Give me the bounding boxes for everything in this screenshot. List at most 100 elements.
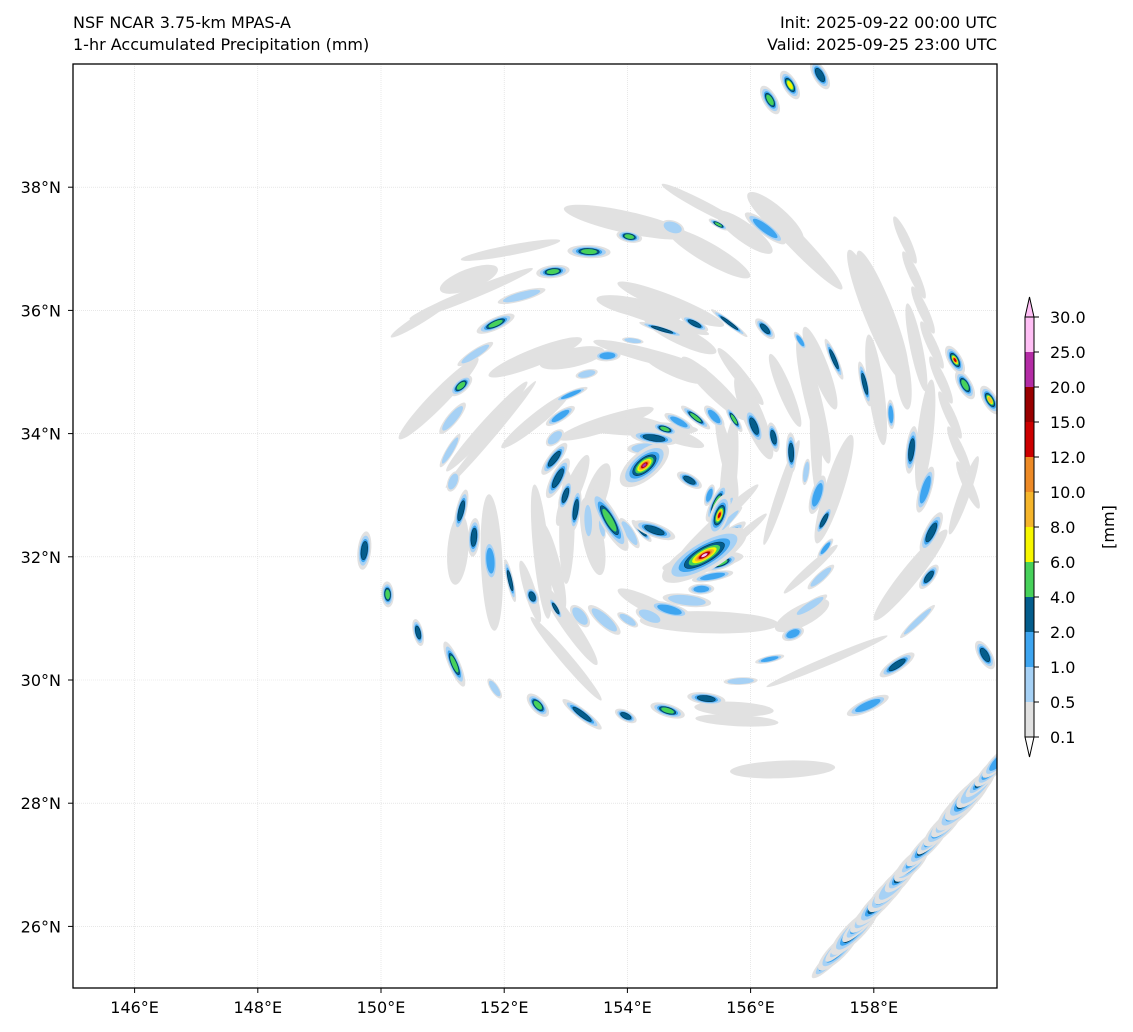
rainband-cell (815, 505, 833, 535)
rainband-light (667, 227, 751, 279)
colorbar-tick-label: 0.5 (1050, 693, 1075, 712)
rainband-cell (824, 338, 844, 380)
rainband-light (947, 426, 971, 474)
rainband-cell (858, 361, 872, 407)
lon-tick-label: 158°E (849, 998, 898, 1017)
title-field: 1-hr Accumulated Precipitation (mm) (73, 35, 370, 54)
rainband-cell (545, 429, 564, 447)
lon-tick-label: 150°E (357, 998, 406, 1017)
rainband-cell (439, 433, 461, 468)
rainband-cell (554, 386, 588, 402)
lat-tick-label: 36°N (21, 301, 61, 320)
rainband-cell (900, 604, 935, 639)
rainband-cell (979, 385, 997, 415)
colorbar-segment (1025, 527, 1034, 562)
rainband-light (948, 456, 979, 535)
colorbar-tick-label: 10.0 (1050, 483, 1086, 502)
colorbar-segment (1025, 422, 1034, 457)
colorbar-tick-label: 4.0 (1050, 588, 1075, 607)
rainband-cell (944, 345, 966, 375)
title-valid-time: Valid: 2025-09-25 23:00 UTC (766, 35, 997, 54)
rainband-cell (974, 640, 996, 670)
rainband-cell (446, 471, 460, 492)
rainband-light (865, 334, 887, 446)
eyewall-cell (662, 527, 747, 583)
rainband-cell (661, 219, 685, 235)
rainband-cell (691, 570, 734, 583)
rainband-cell (583, 500, 594, 541)
colorbar: 0.1 0.5 1.0 2.0 4.0 6.0 8.0 10.0 12.0 15.0 20.0 25.… (1024, 296, 1118, 758)
rainband-cell (708, 218, 729, 231)
rainband-light (390, 296, 455, 338)
colorbar-segment (1025, 597, 1034, 632)
rainband-cell (688, 583, 715, 595)
rainband-cell (916, 466, 935, 513)
rainband-cell (711, 309, 748, 338)
rainband-cell (639, 321, 685, 338)
rainband-cell (569, 488, 582, 532)
rainband-light (920, 321, 944, 369)
colorbar-tick-label: 30.0 (1050, 308, 1086, 327)
rainband-light (563, 204, 689, 240)
rainband-cell (785, 432, 797, 473)
rainband-cell (594, 350, 621, 362)
rainband-cell (793, 331, 807, 350)
lon-tick-label: 148°E (233, 998, 282, 1017)
lat-tick-label: 28°N (21, 794, 61, 813)
rainband-cell (525, 586, 540, 607)
rainband-light (695, 714, 779, 727)
rainband-cell (649, 601, 690, 619)
lat-tick-label: 26°N (21, 917, 61, 936)
rainband-cell (562, 699, 602, 730)
rainband-light (501, 393, 570, 449)
rainband-cell (635, 607, 664, 625)
rainband-light (593, 339, 708, 373)
rainband-light (914, 379, 936, 492)
rainband-light (783, 544, 838, 594)
rainband-cell (846, 694, 889, 717)
lat-tick-label: 34°N (21, 425, 61, 444)
rainband-cell (680, 405, 711, 430)
rainband-light (460, 239, 561, 261)
rainband-cell (919, 512, 943, 553)
precipitation-field (357, 64, 997, 979)
colorbar-segment (1025, 457, 1034, 492)
rainband-cell (476, 313, 515, 334)
rainband-cell (614, 708, 637, 724)
rainband-cell (817, 538, 834, 558)
rainband-light (681, 356, 748, 421)
rainband-cell (619, 517, 640, 549)
eyewall-cell (708, 494, 731, 537)
rainband-cell (545, 458, 570, 499)
rainband-cell (443, 641, 466, 687)
rainband-cell (755, 654, 785, 664)
rainband-cell (357, 531, 372, 570)
rainband-cell (662, 593, 712, 608)
eyewall-cell (633, 520, 676, 541)
rainband-cell (652, 422, 678, 436)
eyewall-cell (590, 489, 629, 551)
rainband-cell (703, 484, 715, 507)
rainband-cell (526, 693, 550, 717)
lon-tick-label: 146°E (110, 998, 159, 1017)
rainband-cell (453, 489, 469, 532)
colorbar-segment (1025, 702, 1034, 737)
rainband-cell (767, 422, 780, 453)
rainband-cell (575, 368, 598, 379)
rainband-cell (879, 652, 915, 678)
rainband-light (717, 348, 764, 405)
rainband-cell (808, 475, 827, 515)
rainband-light (558, 406, 654, 441)
rainband-light (902, 251, 926, 299)
lon-tick-label: 152°E (480, 998, 529, 1017)
title-model: NSF NCAR 3.75-km MPAS-A (73, 13, 291, 32)
colorbar-tick-label: 15.0 (1050, 413, 1086, 432)
rainband-cell (622, 337, 644, 344)
rainband-cell (744, 408, 764, 444)
rainband-light (530, 616, 602, 701)
rainband-light (956, 461, 980, 509)
colorbar-segment (1025, 387, 1034, 422)
rainband-cell (457, 341, 494, 367)
lon-tick-label: 154°E (603, 998, 652, 1017)
